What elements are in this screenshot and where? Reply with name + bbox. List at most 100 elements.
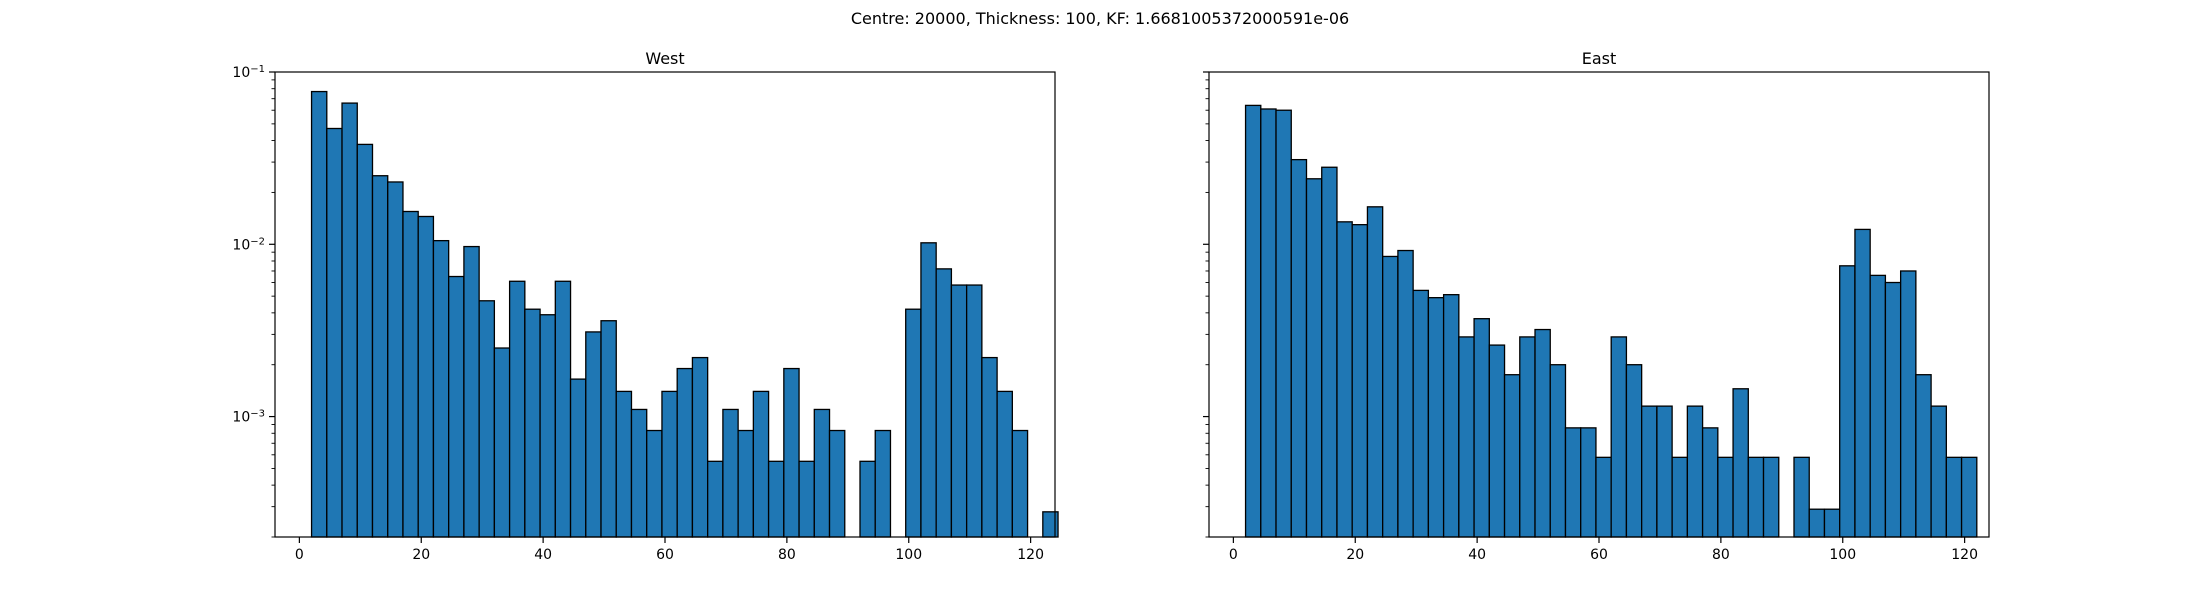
histogram-bar [1305,178,1323,538]
histogram-bar [859,460,876,538]
histogram-bar [371,175,389,538]
histogram-bar [1427,297,1445,538]
histogram-bar [1564,427,1582,538]
x-tick-label: 100 [895,547,922,563]
panel-east: East 0 20 40 60 80 100 120 [1203,49,1990,563]
histogram-bar [1945,456,1963,538]
histogram-bar [707,460,724,538]
y-tick-base: 10 [232,410,250,426]
histogram-bar [615,390,633,538]
histogram-bar [1321,166,1338,538]
x-tick-label: 40 [1468,547,1486,563]
histogram-bar [1534,328,1551,538]
histogram-bar [539,314,556,538]
histogram-bar [935,268,953,538]
histogram-bar [554,280,572,538]
histogram-bar [1671,456,1689,538]
histogram-bar [1488,344,1506,538]
x-tick-label: 20 [1346,547,1364,563]
histogram-bar [448,275,465,538]
y-tick-base: 10 [232,237,250,253]
histogram-bar [798,460,815,538]
y-tick-exponent: −1 [250,64,265,75]
histogram-bar [646,429,663,538]
x-tick-label: 20 [412,547,430,563]
x-tick-label: 80 [778,547,796,563]
histogram-bar [326,127,343,538]
histogram-bar [1884,281,1902,538]
x-tick-label: 60 [656,547,674,563]
histogram-bar [356,143,374,538]
histogram-bar [1519,336,1536,538]
histogram-bar [752,390,770,538]
y-tick-base: 10 [232,65,250,81]
histogram-bar [813,408,831,538]
histogram-bar [767,460,785,538]
histogram-bar [1732,388,1749,538]
bars [310,90,1059,538]
histogram-bar [1915,374,1932,538]
histogram-bar [737,429,755,538]
histogram-bar [905,308,922,538]
histogram-bar [417,215,435,538]
histogram-bar [1042,511,1059,538]
histogram-bar [1762,456,1780,538]
x-tick-label: 40 [534,547,552,563]
y-tick-label: 10−3 [232,408,265,426]
y-tick-label: 10−1 [232,64,265,82]
panel-title: East [1582,49,1617,68]
histogram-bar [1625,364,1643,538]
histogram-bar [965,284,983,538]
histogram-bar [1930,405,1947,538]
histogram-bar [1366,206,1384,538]
histogram-bar [1869,274,1887,538]
histogram-bar [1011,429,1029,538]
histogram-bar [600,320,617,538]
histogram-bar [1656,405,1673,538]
histogram-bar [1793,456,1810,538]
histogram-bar [585,331,602,538]
histogram-bar [1854,228,1871,538]
histogram-bar [1808,508,1826,538]
histogram-bar [1275,109,1292,538]
histogram-bar [1290,158,1308,538]
histogram-bar [1412,289,1430,538]
histogram-bar [1382,255,1399,538]
histogram-bar [310,90,328,538]
histogram-bar [402,210,419,538]
histogram-bar [1839,265,1856,538]
histogram-bar [569,378,587,538]
histogram-bar [508,280,526,538]
histogram-bar [524,308,541,538]
histogram-bar [676,367,694,538]
y-tick-exponent: −3 [250,408,265,419]
x-tick-label: 0 [1229,547,1238,563]
histogram-bar [478,300,496,538]
histogram-bar [783,367,800,538]
histogram-bar [1473,318,1490,538]
x-tick-label: 100 [1829,547,1856,563]
histogram-bar [1610,336,1628,538]
x-tick-label: 120 [1017,547,1044,563]
histogram-bar [828,429,846,538]
histogram-bar [1336,221,1353,538]
histogram-bar [1260,108,1277,538]
histogram-bar [661,390,678,538]
x-tick-label: 80 [1712,547,1730,563]
histogram-bar [950,284,968,538]
histogram-bar [1503,374,1521,538]
histogram-bar [874,429,892,538]
histogram-bar [463,245,480,538]
histogram-bar [981,356,998,538]
histogram-bar [1580,427,1597,538]
histogram-bar [432,239,450,538]
histogram-bar [1458,336,1475,538]
panel-title: West [645,49,684,68]
x-tick-label: 0 [295,547,304,563]
x-tick-label: 60 [1590,547,1608,563]
histogram-bar [1549,364,1567,538]
histogram-bar [1701,427,1719,538]
histogram-bar [1686,405,1704,538]
histogram-bar [920,242,937,538]
